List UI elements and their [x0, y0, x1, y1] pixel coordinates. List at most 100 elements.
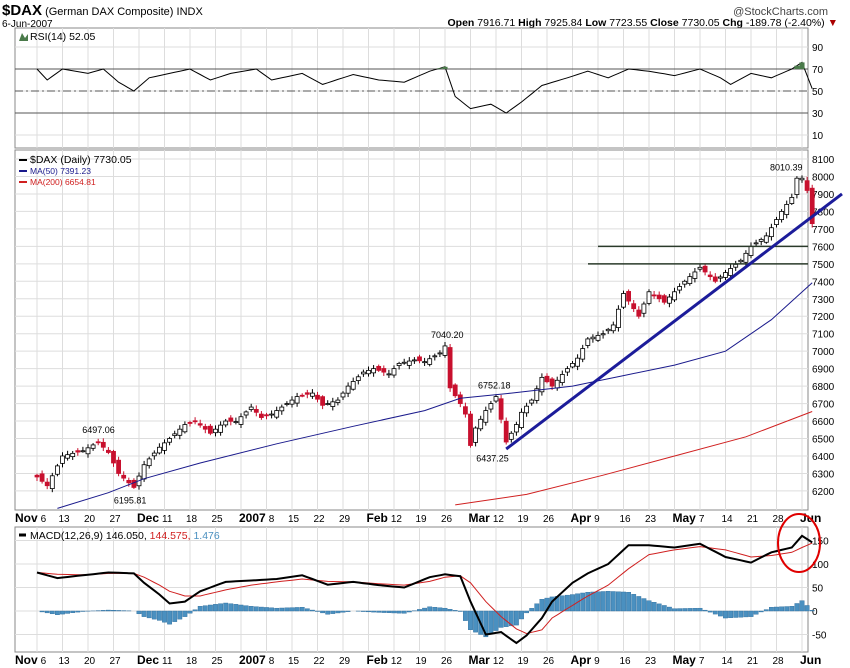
macd-histogram-bar [519, 610, 524, 620]
trendline [505, 192, 843, 451]
macd-histogram-bar [116, 610, 122, 612]
exchange: INDX [176, 6, 203, 18]
candle-up [473, 427, 479, 443]
candle-up [779, 211, 784, 221]
candle-up [218, 424, 224, 433]
date-tick-label: 7 [699, 656, 705, 667]
macd-histogram-bar [136, 610, 142, 615]
macd-tick-label: 50 [812, 584, 824, 595]
date-tick-label: 2007 [239, 511, 266, 525]
candle-up [401, 361, 407, 364]
candle-down [656, 294, 662, 300]
price-tick-label: 7700 [812, 225, 835, 236]
macd-histogram-bar [228, 603, 234, 612]
candle-up [141, 464, 147, 480]
open-value: 7916.71 [477, 17, 516, 29]
candle-up [554, 379, 560, 389]
candle-up [432, 355, 438, 358]
candle-down [452, 384, 458, 397]
date-tick-label: 27 [110, 656, 122, 667]
ma50-line [57, 282, 813, 509]
macd-histogram-bar [274, 607, 280, 612]
candle-up [621, 293, 626, 308]
price-tick-label: 7600 [812, 242, 835, 253]
candle-up [90, 444, 96, 449]
candle-up [514, 424, 519, 433]
candle-down [626, 291, 631, 302]
candle-down [376, 365, 382, 371]
date-tick-label: 21 [747, 656, 759, 667]
macd-histogram-bar [182, 610, 188, 617]
date-tick-label: 13 [59, 656, 71, 667]
macd-histogram-bar [565, 594, 570, 612]
candle-up [182, 424, 188, 433]
candle-up [753, 242, 759, 245]
candle-up [799, 177, 805, 181]
macd-histogram-bar [763, 609, 769, 612]
price-annotation: 6437.25 [476, 453, 509, 463]
macd-histogram-bar [401, 610, 407, 614]
candle-up [330, 401, 336, 407]
macd-histogram-bar [794, 603, 800, 612]
macd-histogram-bar [616, 591, 621, 612]
macd-histogram-bar [417, 609, 422, 612]
date-tick-label: 8 [269, 514, 275, 525]
candle-down [126, 480, 132, 484]
macd-histogram-bar [340, 610, 346, 613]
date-tick-label: 28 [773, 656, 785, 667]
date-tick-label: 15 [288, 514, 300, 525]
macd-histogram-bar [253, 606, 259, 612]
brand: @StockCharts.com [733, 6, 828, 18]
macd-histogram-bar [687, 608, 693, 612]
date-tick-label: 21 [747, 514, 759, 525]
candle-up [672, 291, 677, 301]
candle-up [616, 308, 621, 328]
macd-histogram-bar [743, 610, 749, 618]
candle-up [151, 452, 157, 457]
macd-histogram-bar [304, 608, 310, 612]
low-value: 7723.55 [609, 17, 648, 29]
macd-histogram-bar [646, 600, 652, 612]
macd-histogram-bar [483, 610, 489, 638]
candle-up [794, 177, 800, 195]
candle-up [146, 458, 152, 467]
macd-histogram-bar [44, 610, 50, 614]
macd-tick-label: 0 [812, 607, 818, 618]
macd-histogram-bar [248, 606, 254, 612]
macd-histogram-bar [141, 610, 147, 617]
candle-down [299, 394, 305, 397]
candle-up [156, 446, 162, 454]
candle-up [488, 403, 494, 410]
candle-up [728, 268, 733, 276]
price-tick-label: 7300 [812, 295, 835, 306]
chg-value: -189.78 (-2.40%) [745, 17, 825, 29]
macd-histogram-bar [452, 610, 458, 612]
candle-up [335, 399, 341, 403]
high-value: 7925.84 [544, 17, 583, 29]
candle-up [559, 374, 565, 384]
price-annotation: 6195.81 [114, 496, 147, 506]
candle-up [279, 406, 285, 412]
macd-histogram-bar [177, 610, 183, 620]
candle-up [345, 385, 351, 394]
macd-histogram-bar [468, 610, 473, 630]
high-label: High [518, 17, 542, 29]
price-tick-label: 6900 [812, 365, 835, 376]
macd-histogram-bar [172, 610, 178, 622]
date-tick-label: 12 [493, 514, 505, 525]
price-tick-label: 6500 [812, 435, 835, 446]
candle-up [85, 447, 91, 455]
macd-histogram-bar [809, 610, 815, 612]
macd-histogram-bar [774, 606, 779, 612]
macd-histogram-bar [264, 607, 269, 612]
price-annotation: 8010.39 [770, 163, 803, 173]
candle-up [233, 421, 239, 423]
candle-down [187, 422, 193, 424]
symbol-name: (German DAX Composite) [45, 6, 174, 18]
macd-histogram-bar [437, 607, 443, 612]
macd-histogram-bar [524, 610, 530, 614]
candle-down [549, 378, 555, 387]
macd-histogram-bar [284, 607, 290, 612]
macd-histogram-bar [641, 598, 647, 612]
date-tick-label: Apr [571, 653, 592, 667]
